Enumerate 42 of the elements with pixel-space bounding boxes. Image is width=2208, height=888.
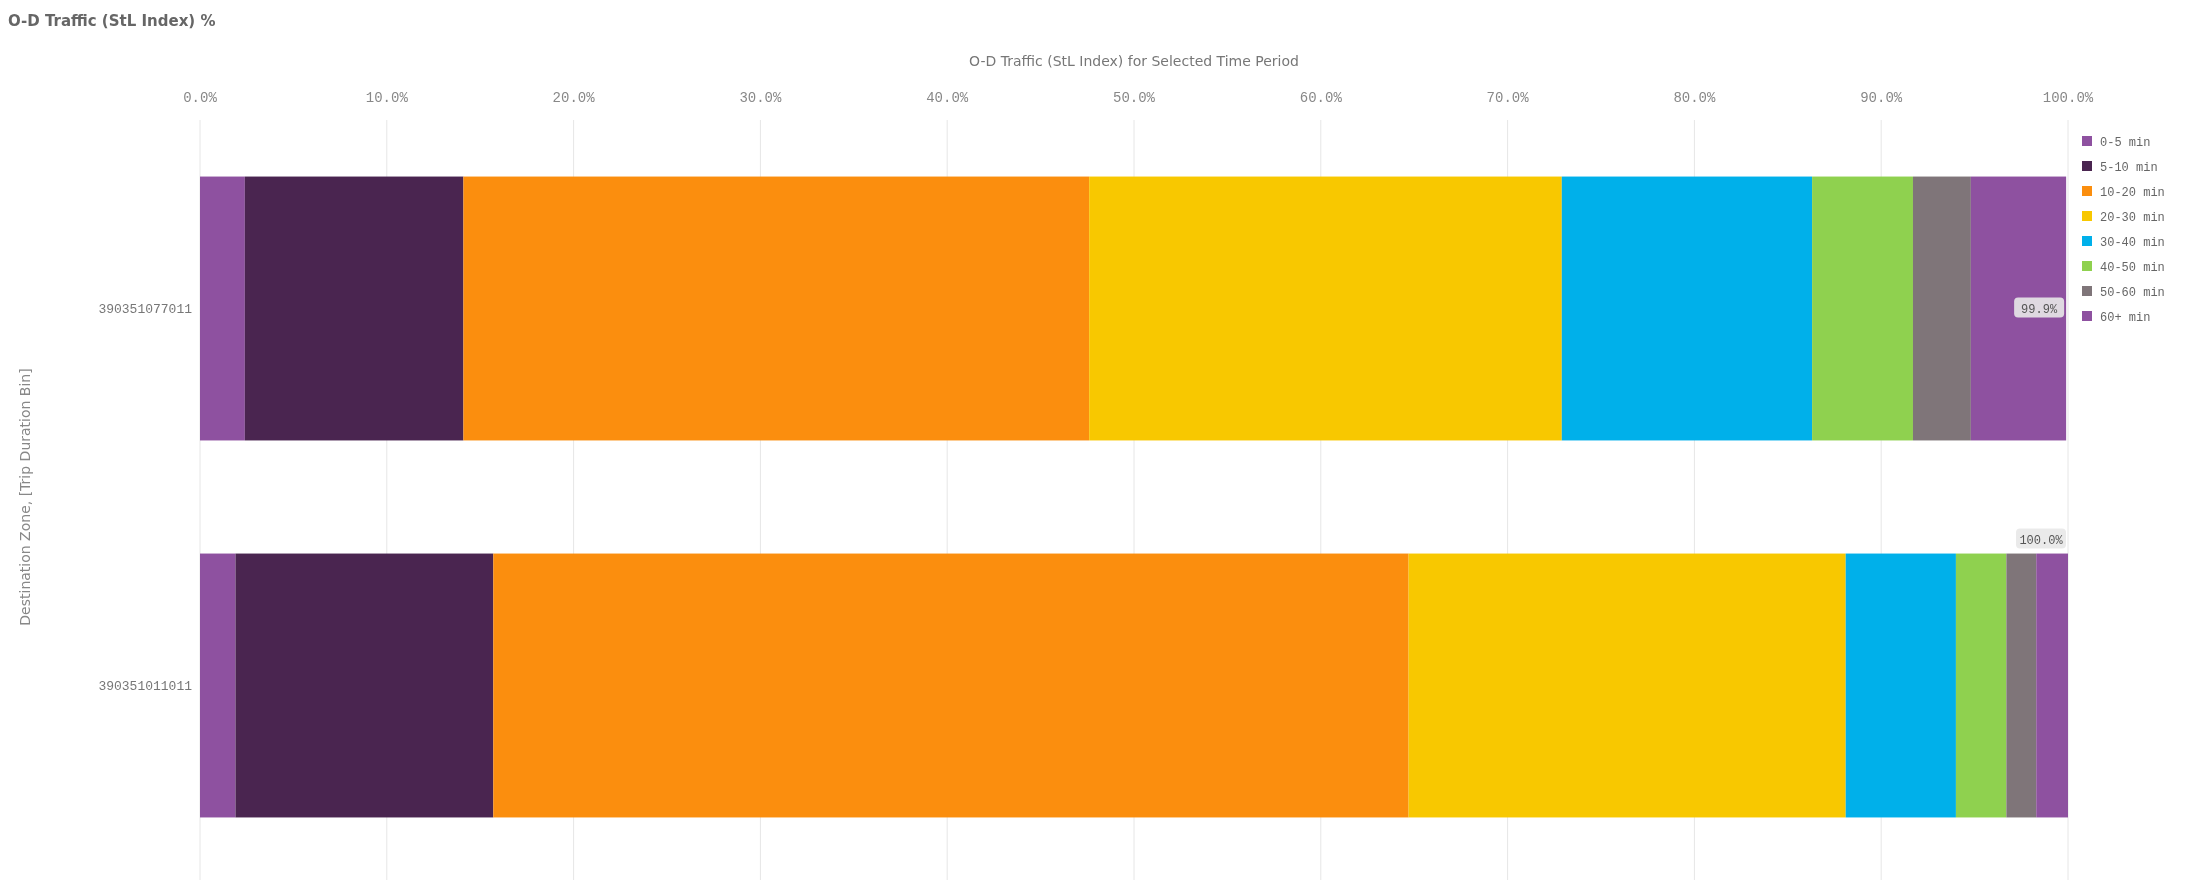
x-tick-label: 40.0% [926,90,969,106]
bar [244,176,464,441]
total-label: 100.0% [2019,533,2064,548]
y-tick-label: 390351011011 [98,678,193,694]
y-axis-title: Destination Zone, [Trip Duration Bin] [17,368,33,626]
legend-label: 60+ min [2100,311,2151,325]
bar [1955,553,2007,818]
x-tick-label: 20.0% [552,90,596,106]
legend-label: 10-20 min [2100,186,2165,200]
x-tick-label: 60.0% [1299,90,1343,106]
legend-label: 30-40 min [2100,236,2165,250]
bar [1561,176,1813,441]
bar [493,553,1409,818]
bar [1845,553,1956,818]
x-tick-label: 50.0% [1112,90,1156,106]
legend-label: 0-5 min [2100,136,2151,150]
bar [1970,176,2067,441]
y-tick-label: 390351077011 [98,301,193,317]
bar [1812,176,1913,441]
x-tick-label: 100.0% [2042,90,2094,106]
x-tick-label: 70.0% [1486,90,1530,106]
x-tick-label: 0.0% [183,90,218,106]
bar [200,553,236,818]
bar [1912,176,1971,441]
bar [463,176,1090,441]
legend-label: 40-50 min [2100,261,2165,275]
bar [1408,553,1846,818]
bar [2036,553,2068,818]
chart-title: O-D Traffic (StL Index) % [8,12,216,30]
bar [2006,553,2037,818]
bar [235,553,494,818]
x-axis-title: O-D Traffic (StL Index) for Selected Time Period [969,53,1299,69]
legend-label: 5-10 min [2100,161,2158,175]
x-tick-label: 10.0% [365,90,409,106]
total-label: 99.9% [2021,302,2058,317]
bar [200,176,245,441]
x-tick-label: 90.0% [1860,90,1903,106]
legend-label: 50-60 min [2100,286,2165,300]
bar [1089,176,1562,441]
legend-label: 20-30 min [2100,211,2165,225]
x-tick-label: 80.0% [1673,90,1716,106]
x-tick-label: 30.0% [739,90,782,106]
